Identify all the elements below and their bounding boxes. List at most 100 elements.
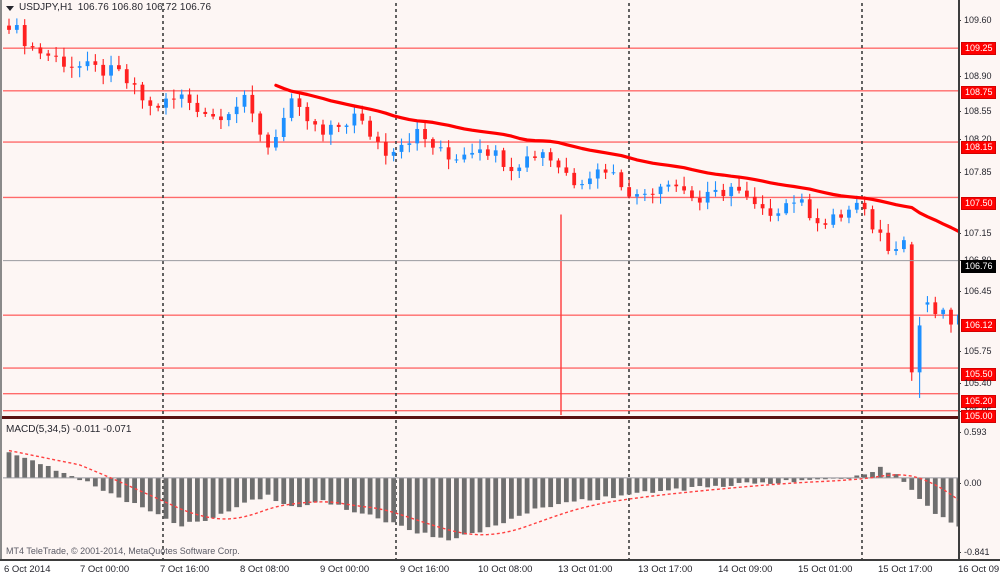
candle-body bbox=[360, 113, 365, 121]
macd-histogram-bar bbox=[823, 477, 828, 480]
macd-histogram-bar bbox=[815, 477, 820, 480]
candle-body bbox=[62, 56, 66, 67]
time-tick-label: 9 Oct 00:00 bbox=[320, 564, 370, 575]
price-tick-mark bbox=[958, 483, 961, 484]
macd-histogram-bar bbox=[69, 476, 75, 478]
macd-histogram-bar bbox=[195, 477, 200, 522]
candle-body bbox=[831, 214, 836, 225]
triangle-down-icon[interactable] bbox=[6, 6, 14, 11]
macd-histogram-bar bbox=[312, 477, 318, 503]
macd-histogram-bar bbox=[603, 477, 608, 497]
price-level-badge[interactable]: 108.15 bbox=[961, 141, 996, 154]
macd-histogram-bar bbox=[595, 477, 601, 501]
candle-body bbox=[407, 143, 412, 145]
macd-histogram-bar bbox=[461, 477, 467, 535]
macd-histogram-bar bbox=[218, 477, 224, 514]
macd-histogram-bar bbox=[359, 477, 365, 514]
macd-histogram-bar bbox=[571, 477, 577, 502]
candle-body bbox=[556, 160, 561, 168]
macd-histogram-bar bbox=[791, 477, 797, 483]
candle-body bbox=[93, 61, 98, 65]
macd-histogram-bar bbox=[634, 477, 640, 493]
macd-histogram-bar bbox=[563, 477, 569, 503]
price-tick-label: 105.40 bbox=[964, 378, 992, 388]
candle-body bbox=[195, 102, 200, 112]
macd-histogram-bar bbox=[917, 477, 922, 499]
macd-histogram-bar bbox=[406, 477, 412, 531]
candle-body bbox=[289, 98, 294, 118]
candle-body bbox=[438, 147, 443, 149]
candle-body bbox=[226, 114, 231, 121]
candle-body bbox=[22, 25, 27, 47]
price-level-badge[interactable]: 105.20 bbox=[961, 395, 996, 408]
candle-body bbox=[768, 208, 773, 216]
price-level-badge[interactable]: 109.25 bbox=[961, 42, 996, 55]
price-level-badge[interactable]: 107.50 bbox=[961, 197, 996, 210]
candle-body bbox=[101, 64, 106, 76]
price-tick-mark bbox=[958, 552, 961, 553]
candle-body bbox=[415, 128, 420, 144]
candle-body bbox=[682, 186, 686, 191]
macd-histogram-bar bbox=[799, 477, 805, 481]
macd-histogram-bar bbox=[650, 477, 656, 493]
candle-body bbox=[376, 136, 380, 142]
candle-body bbox=[383, 141, 388, 156]
macd-histogram-bar bbox=[485, 477, 491, 528]
macd-histogram-bar bbox=[579, 477, 585, 500]
price-level-badge[interactable]: 105.50 bbox=[961, 368, 996, 381]
macd-histogram-bar bbox=[45, 465, 51, 478]
candle-body bbox=[956, 314, 958, 325]
candle-body bbox=[776, 213, 781, 216]
macd-histogram-bar bbox=[870, 472, 875, 478]
price-chart-plot[interactable] bbox=[3, 3, 958, 415]
candle-body bbox=[352, 113, 357, 126]
macd-histogram-bar bbox=[807, 477, 813, 480]
price-scale[interactable]: 109.60 109.25 108.90 108.75 108.55 108.20 108.… bbox=[958, 0, 1000, 560]
candle-body bbox=[595, 169, 600, 179]
moving-average-line bbox=[274, 83, 958, 233]
candle-body bbox=[313, 121, 318, 125]
macd-histogram-bar bbox=[775, 477, 781, 484]
macd-histogram-bar bbox=[53, 470, 59, 478]
price-level-badge[interactable]: 108.75 bbox=[961, 86, 996, 99]
price-tick-label: 108.20 bbox=[964, 134, 992, 144]
macd-histogram-bar bbox=[446, 477, 451, 541]
candle-body bbox=[297, 98, 302, 107]
candle-body bbox=[242, 94, 247, 107]
macd-histogram-bar bbox=[30, 460, 35, 478]
macd-histogram-bar bbox=[430, 477, 436, 538]
candle-body bbox=[156, 105, 161, 108]
macd-histogram-bar bbox=[532, 477, 538, 509]
macd-histogram-bar bbox=[658, 477, 663, 492]
macd-histogram-bar bbox=[689, 477, 695, 487]
price-level-badge[interactable]: 106.12 bbox=[961, 319, 996, 332]
macd-histogram-bar bbox=[909, 477, 915, 490]
ohlc-values: 106.76 106.80 106.72 106.76 bbox=[77, 2, 212, 13]
macd-histogram-bar bbox=[179, 477, 185, 527]
candle-body bbox=[799, 199, 804, 203]
candle-body bbox=[933, 302, 938, 315]
macd-histogram-bar bbox=[642, 477, 648, 492]
time-scale[interactable]: 6 Oct 2014 7 Oct 00:00 7 Oct 16:00 8 Oct 08… bbox=[0, 561, 1000, 581]
current-price-badge[interactable]: 106.76 bbox=[961, 260, 996, 273]
candle-body bbox=[580, 184, 584, 186]
candle-body bbox=[368, 120, 372, 137]
macd-histogram-bar bbox=[752, 477, 758, 484]
macd-histogram-bar bbox=[862, 474, 868, 478]
candle-body bbox=[548, 152, 553, 161]
macd-histogram-bar bbox=[713, 477, 718, 486]
price-level-badge[interactable]: 105.00 bbox=[961, 410, 996, 423]
macd-histogram-bar bbox=[85, 477, 90, 482]
candle-body bbox=[917, 325, 922, 373]
macd-histogram-bar bbox=[760, 477, 765, 483]
macd-histogram-bar bbox=[414, 477, 420, 534]
candle-body bbox=[446, 147, 451, 160]
macd-histogram-bar bbox=[210, 477, 216, 518]
candle-body bbox=[164, 98, 168, 108]
price-tick-label: 105.75 bbox=[964, 346, 992, 356]
time-tick-label: 10 Oct 08:00 bbox=[478, 564, 533, 575]
price-tick-mark bbox=[958, 233, 961, 234]
macd-indicator-plot[interactable] bbox=[3, 420, 958, 560]
candle-body bbox=[792, 202, 796, 204]
candle-body bbox=[650, 193, 655, 195]
